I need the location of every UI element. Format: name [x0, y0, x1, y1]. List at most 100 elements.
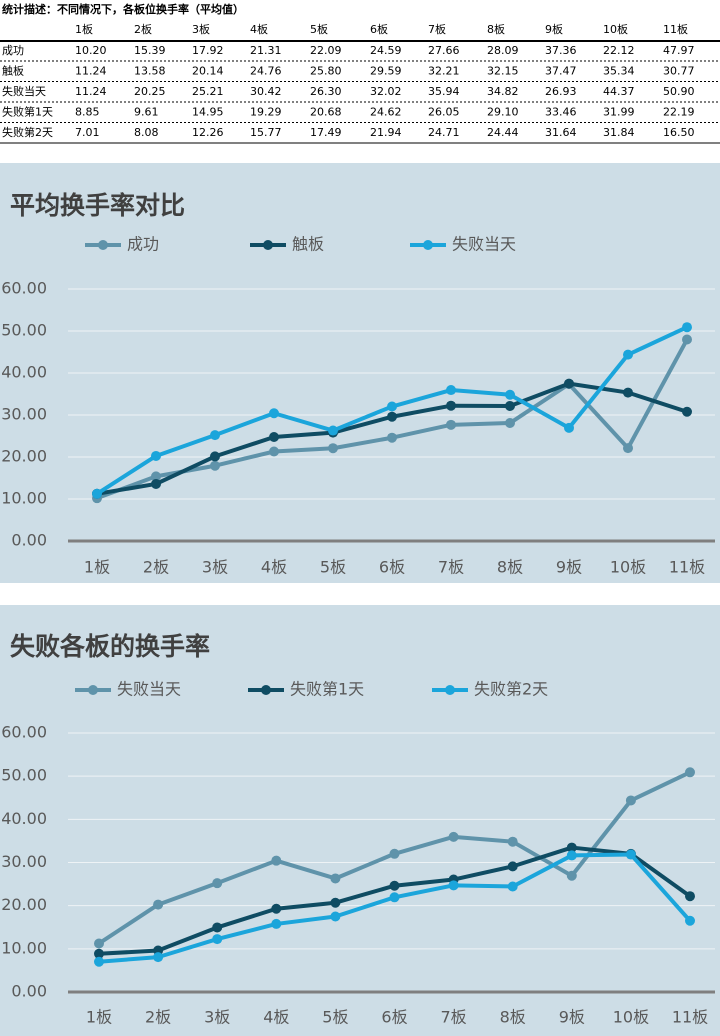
column-header: 11板: [663, 22, 688, 36]
x-tick-label: 10板: [610, 558, 646, 577]
row-label: 失败第2天: [2, 125, 53, 139]
column-header: 1板: [75, 22, 93, 36]
data-point: [269, 408, 279, 419]
table-title: 统计描述：不同情况下，各板位换手率（平均值）: [2, 2, 244, 16]
data-point: [151, 450, 161, 461]
table-cell: 29.59: [370, 65, 402, 78]
legend-label: 失败当天: [117, 680, 181, 699]
data-point: [387, 401, 397, 412]
chart-title: 平均换手率对比: [10, 191, 185, 220]
table-cell: 28.09: [487, 44, 519, 57]
data-point: [269, 446, 279, 457]
x-tick-label: 4板: [263, 1008, 289, 1027]
table-cell: 32.15: [487, 65, 519, 78]
data-point: [212, 934, 223, 945]
table-cell: 10.20: [75, 44, 107, 57]
data-point: [94, 948, 104, 959]
table-cell: 27.66: [428, 44, 460, 57]
table-cell: 20.68: [310, 106, 342, 119]
table-cell: 26.05: [428, 106, 460, 119]
x-tick-label: 6板: [381, 1008, 407, 1027]
x-tick-label: 1板: [86, 1008, 112, 1027]
legend-label: 失败当天: [452, 235, 516, 254]
data-point: [330, 911, 341, 922]
data-point: [153, 952, 164, 963]
x-tick-label: 3板: [202, 558, 228, 577]
data-point: [448, 880, 459, 891]
table-cell: 37.36: [545, 44, 577, 57]
data-point: [330, 897, 341, 908]
table-cell: 13.58: [134, 65, 166, 78]
table-cell: 19.29: [250, 106, 282, 119]
data-point: [212, 922, 223, 933]
data-point: [271, 918, 282, 929]
y-tick-label: 40.00: [1, 809, 47, 828]
data-point: [387, 432, 397, 443]
y-tick-label: 50.00: [1, 321, 47, 340]
table-cell: 21.31: [250, 44, 282, 57]
data-point: [94, 938, 104, 949]
chart: 失败各板的换手率 0.00 10.00 20.00 30.00 40.00 50.00 60.…: [0, 605, 720, 1036]
legend-marker: [263, 240, 273, 250]
table-cell: 20.14: [192, 65, 224, 78]
table-cell: 20.25: [134, 85, 166, 98]
column-header: 3板: [192, 22, 210, 36]
data-point: [566, 870, 577, 881]
table-cell: 26.93: [545, 85, 577, 98]
legend-label: 触板: [292, 235, 324, 254]
table-cell: 22.19: [663, 106, 695, 119]
x-tick-label: 9板: [556, 558, 582, 577]
x-tick-label: 2板: [143, 558, 169, 577]
x-tick-label: 8板: [500, 1008, 526, 1027]
data-point: [505, 400, 515, 411]
data-point: [566, 850, 577, 861]
data-point: [271, 903, 282, 914]
table-cell: 21.94: [370, 126, 402, 139]
data-point: [92, 488, 102, 499]
table-cell: 7.01: [75, 126, 100, 139]
table-cell: 25.80: [310, 65, 342, 78]
column-header: 10板: [603, 22, 628, 36]
table-cell: 44.37: [603, 85, 635, 98]
data-point: [685, 891, 695, 902]
chart-title: 失败各板的换手率: [10, 632, 210, 661]
data-point: [328, 425, 338, 436]
data-table: 统计描述：不同情况下，各板位换手率（平均值） 1板 2板 3板 4板 5板 6板 7板 8板 9板…: [0, 2, 720, 144]
column-header: 5板: [310, 22, 328, 36]
y-tick-label: 60.00: [1, 279, 47, 298]
table-cell: 31.64: [545, 126, 577, 139]
y-tick-label: 10.00: [1, 938, 47, 957]
data-point: [685, 767, 695, 778]
table-cell: 22.12: [603, 44, 635, 57]
data-point: [625, 849, 636, 860]
data-point: [682, 322, 692, 333]
data-point: [271, 855, 282, 866]
y-tick-label: 0.00: [11, 531, 47, 550]
y-tick-label: 30.00: [1, 405, 47, 424]
x-tick-label: 6板: [379, 558, 405, 577]
table-cell: 14.95: [192, 106, 224, 119]
legend-marker: [423, 240, 433, 250]
data-point: [623, 443, 633, 454]
x-tick-label: 10板: [613, 1008, 649, 1027]
table-cell: 35.34: [603, 65, 635, 78]
data-point: [446, 419, 456, 430]
data-point: [151, 471, 161, 482]
table-cell: 34.82: [487, 85, 519, 98]
table-cell: 8.08: [134, 126, 159, 139]
table-cell: 22.09: [310, 44, 342, 57]
y-tick-label: 30.00: [1, 852, 47, 871]
x-tick-label: 9板: [559, 1008, 585, 1027]
table-cell: 24.76: [250, 65, 282, 78]
x-tick-label: 7板: [441, 1008, 467, 1027]
data-point: [625, 795, 636, 806]
row-label: 失败第1天: [2, 105, 53, 119]
y-tick-label: 0.00: [11, 982, 47, 1001]
data-point: [387, 411, 397, 422]
x-tick-label: 5板: [322, 1008, 348, 1027]
legend-marker: [445, 685, 455, 695]
table-cell: 31.99: [603, 106, 635, 119]
table-cell: 50.90: [663, 85, 695, 98]
table-cell: 24.62: [370, 106, 402, 119]
